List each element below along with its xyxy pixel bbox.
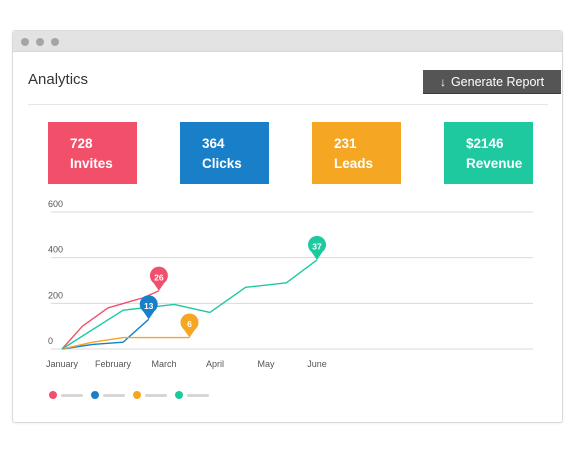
stat-tile-clicks[interactable]: 364 Clicks <box>180 122 269 184</box>
series-line <box>61 318 150 350</box>
legend-placeholder-bar <box>61 393 83 397</box>
data-label: 6 <box>187 319 192 329</box>
stat-value: 728 <box>70 136 93 151</box>
legend-dot <box>175 391 183 399</box>
generate-report-button[interactable]: ↓ Generate Report <box>423 70 561 93</box>
series-line <box>61 259 318 350</box>
stat-label: Clicks <box>202 156 242 171</box>
generate-report-label: Generate Report <box>450 74 545 89</box>
download-arrow-icon: ↓ <box>439 74 446 89</box>
header-divider <box>28 104 548 105</box>
data-point-marker[interactable] <box>139 295 158 320</box>
page-title: Analytics <box>28 71 89 88</box>
stat-label: Leads <box>334 156 374 171</box>
legend-placeholder-bar <box>187 393 209 397</box>
window-dot-icon[interactable] <box>51 38 59 46</box>
stat-value: 364 <box>202 136 225 151</box>
series-line <box>61 336 190 350</box>
stat-tile-leads[interactable]: 231 Leads <box>312 122 401 184</box>
stat-label: Revenue <box>466 156 523 171</box>
legend-dot <box>49 391 57 399</box>
stat-tile-revenue[interactable]: $2146 Revenue <box>444 122 533 184</box>
x-tick-label: June <box>307 359 327 369</box>
browser-window: Analytics ↓ Generate Report 728 Invites … <box>12 30 563 423</box>
x-tick-label: April <box>206 359 224 369</box>
x-tick-label: January <box>46 359 79 369</box>
stat-value: $2146 <box>466 136 504 151</box>
legend-placeholder-bar <box>103 393 125 397</box>
line-chart: 0 200 400 600 January February March April May Ju… <box>46 199 533 369</box>
data-point-marker[interactable] <box>149 266 168 291</box>
data-point-marker[interactable] <box>180 313 199 338</box>
data-label: 37 <box>312 241 322 251</box>
y-tick-label: 200 <box>48 290 63 300</box>
data-label: 13 <box>144 301 154 311</box>
legend-dot <box>91 391 99 399</box>
window-titlebar <box>13 31 562 52</box>
stat-label: Invites <box>70 156 113 171</box>
window-dot-icon[interactable] <box>21 38 29 46</box>
window-dot-icon[interactable] <box>36 38 44 46</box>
data-label: 26 <box>154 272 164 282</box>
stat-tile-invites[interactable]: 728 Invites <box>48 122 137 184</box>
legend-placeholder-bar <box>145 393 167 397</box>
data-point-marker[interactable] <box>308 235 327 260</box>
y-tick-label: 400 <box>48 245 63 255</box>
legend-dot <box>133 391 141 399</box>
y-tick-label: 0 <box>48 336 53 346</box>
x-tick-label: February <box>95 359 132 369</box>
x-tick-label: March <box>151 359 176 369</box>
x-tick-label: May <box>257 359 275 369</box>
y-tick-label: 600 <box>48 199 63 209</box>
stat-value: 231 <box>334 136 357 151</box>
